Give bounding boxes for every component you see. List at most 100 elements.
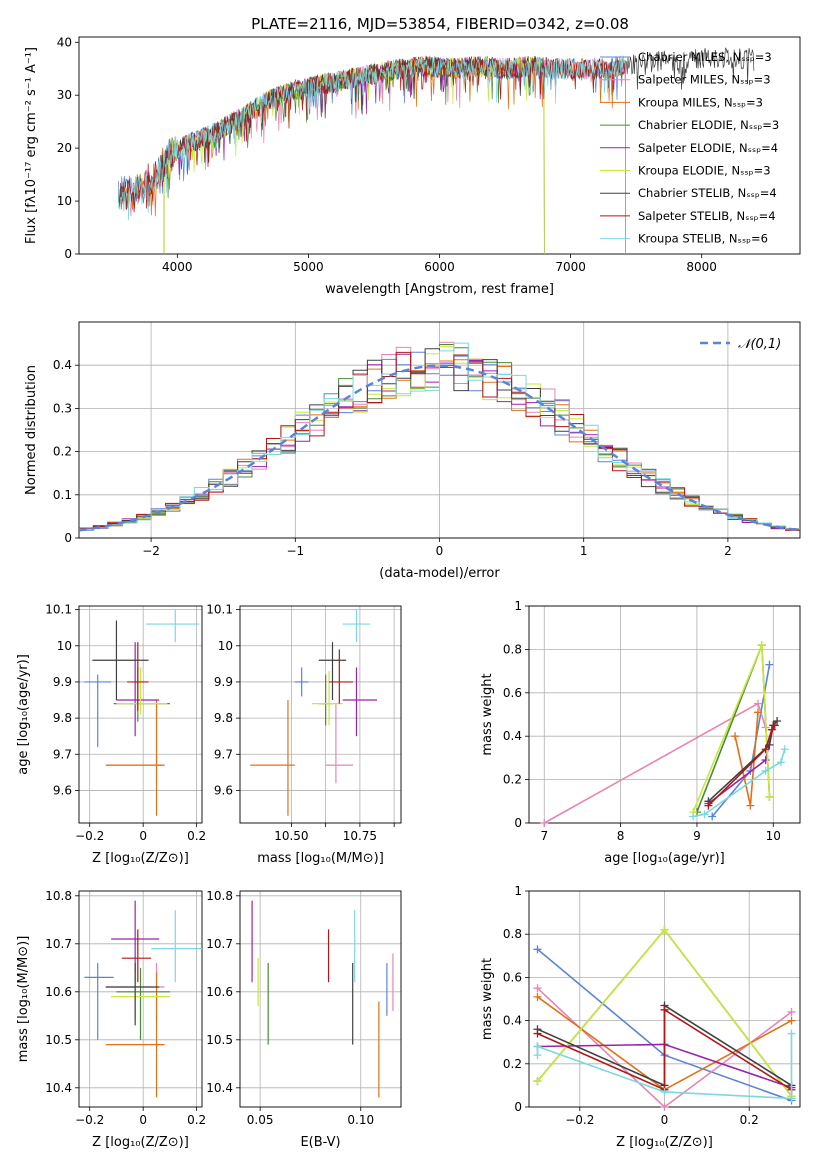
x-tick-label: 7: [540, 829, 548, 843]
legend-label: Chabrier MILES, Nₛₛₚ=3: [638, 50, 772, 64]
spectrum-panel: 4000 5000 6000 7000 8000 0 10 20 30 40 wavelength …: [24, 35, 801, 297]
x-axis-label: Z [log₁₀(Z/Z⊙)]: [92, 851, 189, 866]
x-axis-label: E(B-V): [300, 1135, 340, 1150]
x-tick-label: 10: [766, 829, 781, 843]
y-tick-label: 0: [514, 816, 522, 830]
weight-marker: [708, 812, 717, 821]
y-tick-label: 10.7: [206, 937, 233, 951]
weight-marker: [761, 745, 770, 754]
y-tick-label: 10.6: [45, 985, 72, 999]
y-tick-label: 0.3: [53, 401, 72, 415]
x-tick-label: 0.2: [187, 1113, 206, 1127]
legend-label: Chabrier ELODIE, Nₛₛₚ=3: [638, 118, 779, 132]
y-tick-label: 0: [64, 247, 72, 261]
weight-marker: [660, 1087, 669, 1096]
spectrum-series-line: [117, 56, 626, 254]
y-tick-label: 10.8: [206, 889, 233, 903]
weight-marker: [780, 745, 789, 754]
y-tick-label: 0.2: [503, 1057, 522, 1071]
x-tick-label: 9: [693, 829, 701, 843]
y-axis-label: Flux [fλ10⁻¹⁷ erg cm⁻² s⁻¹ A⁻¹]: [24, 47, 39, 244]
y-tick-label: 0.1: [53, 488, 72, 502]
figure-title: PLATE=2116, MJD=53854, FIBERID=0342, z=0…: [251, 15, 629, 33]
y-tick-label: 9.9: [53, 675, 72, 689]
legend-label: Chabrier STELIB, Nₛₛₚ=4: [638, 186, 777, 200]
y-tick-label: 9.7: [214, 747, 233, 761]
weight-marker: [540, 819, 549, 827]
weight-marker: [773, 717, 782, 726]
y-tick-label: 0: [514, 1100, 522, 1114]
y-tick-label: 10: [57, 639, 72, 653]
x-tick-label: −0.2: [75, 1113, 104, 1127]
y-tick-label: 9.6: [53, 783, 72, 797]
legend-label: Kroupa ELODIE, Nₛₛₚ=3: [638, 164, 771, 178]
weight-marker: [787, 1007, 796, 1016]
x-tick-label: −0.2: [75, 829, 104, 843]
spectrum-series-line: [117, 55, 626, 254]
gaussian-curve: [78, 364, 801, 532]
x-tick-label: −1: [286, 544, 304, 558]
y-tick-label: 0.4: [503, 729, 522, 743]
weight-marker: [704, 801, 713, 810]
x-axis-label: Z [log₁₀(Z/Z⊙)]: [92, 1135, 189, 1150]
y-axis-label: mass [log₁₀(M/M⊙)]: [16, 936, 31, 1063]
weight-marker: [533, 1051, 542, 1060]
y-tick-label: 40: [57, 35, 72, 49]
x-tick-label: 5000: [293, 260, 324, 274]
weight-series-line: [707, 724, 776, 807]
spectrum-series-line: [163, 55, 545, 254]
legend-label: 𝒩(0,1): [738, 337, 781, 352]
x-tick-label: 0.10: [347, 1113, 374, 1127]
y-tick-label: 9.9: [214, 675, 233, 689]
axes-frame: [528, 605, 801, 824]
y-tick-label: 10.6: [206, 985, 233, 999]
axes-frame: [78, 36, 801, 255]
y-tick-label: 10: [57, 194, 72, 208]
legend-label: Salpeter ELODIE, Nₛₛₚ=4: [638, 141, 778, 155]
weight-marker: [533, 945, 542, 954]
y-tick-label: 1: [514, 599, 522, 613]
z-mass-panel: −0.2 0 0.2 10.4 10.5 10.6 10.7 10.8 Z [log₁₀(Z/Z…: [16, 889, 206, 1150]
y-tick-label: 10.5: [45, 1033, 72, 1047]
y-tick-label: 20: [57, 141, 72, 155]
legend-label: Salpeter MILES, Nₛₛₚ=3: [638, 73, 771, 87]
weight-marker: [770, 721, 779, 730]
y-tick-label: 1: [514, 884, 522, 898]
axes-frame: [239, 605, 402, 824]
y-tick-label: 30: [57, 88, 72, 102]
x-tick-label: −0.2: [565, 1113, 594, 1127]
weight-marker: [700, 810, 709, 819]
legend-label: Salpeter STELIB, Nₛₛₚ=4: [638, 209, 776, 223]
axes-frame: [78, 605, 203, 824]
weight-marker: [660, 1005, 669, 1014]
weight-marker: [776, 758, 785, 767]
y-tick-label: 10.8: [45, 889, 72, 903]
weight-marker: [787, 1016, 796, 1025]
y-tick-label: 0.8: [503, 927, 522, 941]
weight-marker: [533, 992, 542, 1001]
weight-marker: [533, 1029, 542, 1038]
x-tick-label: 8: [617, 829, 625, 843]
y-tick-label: 0.8: [503, 642, 522, 656]
x-tick-label: 0: [139, 1113, 147, 1127]
weight-marker: [765, 660, 774, 669]
weight-marker: [761, 766, 770, 775]
y-axis-label: Normed distribution: [24, 365, 39, 495]
weight-marker: [533, 1042, 542, 1051]
y-tick-label: 0.4: [503, 1014, 522, 1028]
x-tick-label: 0.2: [187, 829, 206, 843]
weight-marker: [787, 1029, 796, 1038]
y-tick-label: 9.8: [53, 711, 72, 725]
z-weight-panel: −0.2 0 0.2 0 0.2 0.4 0.6 0.8 1 Z [log₁₀(Z/Z⊙)] mas…: [480, 884, 801, 1150]
x-tick-label: 8000: [686, 260, 717, 274]
y-tick-label: 0.4: [53, 358, 72, 372]
y-axis-label: mass weight: [480, 673, 495, 755]
weight-marker: [746, 801, 755, 810]
weight-marker: [754, 699, 763, 708]
weight-marker: [757, 641, 766, 650]
x-tick-label: −2: [142, 544, 160, 558]
y-tick-label: 0: [64, 531, 72, 545]
weight-marker: [787, 1094, 796, 1103]
weight-marker: [533, 984, 542, 993]
y-tick-label: 0.6: [503, 970, 522, 984]
